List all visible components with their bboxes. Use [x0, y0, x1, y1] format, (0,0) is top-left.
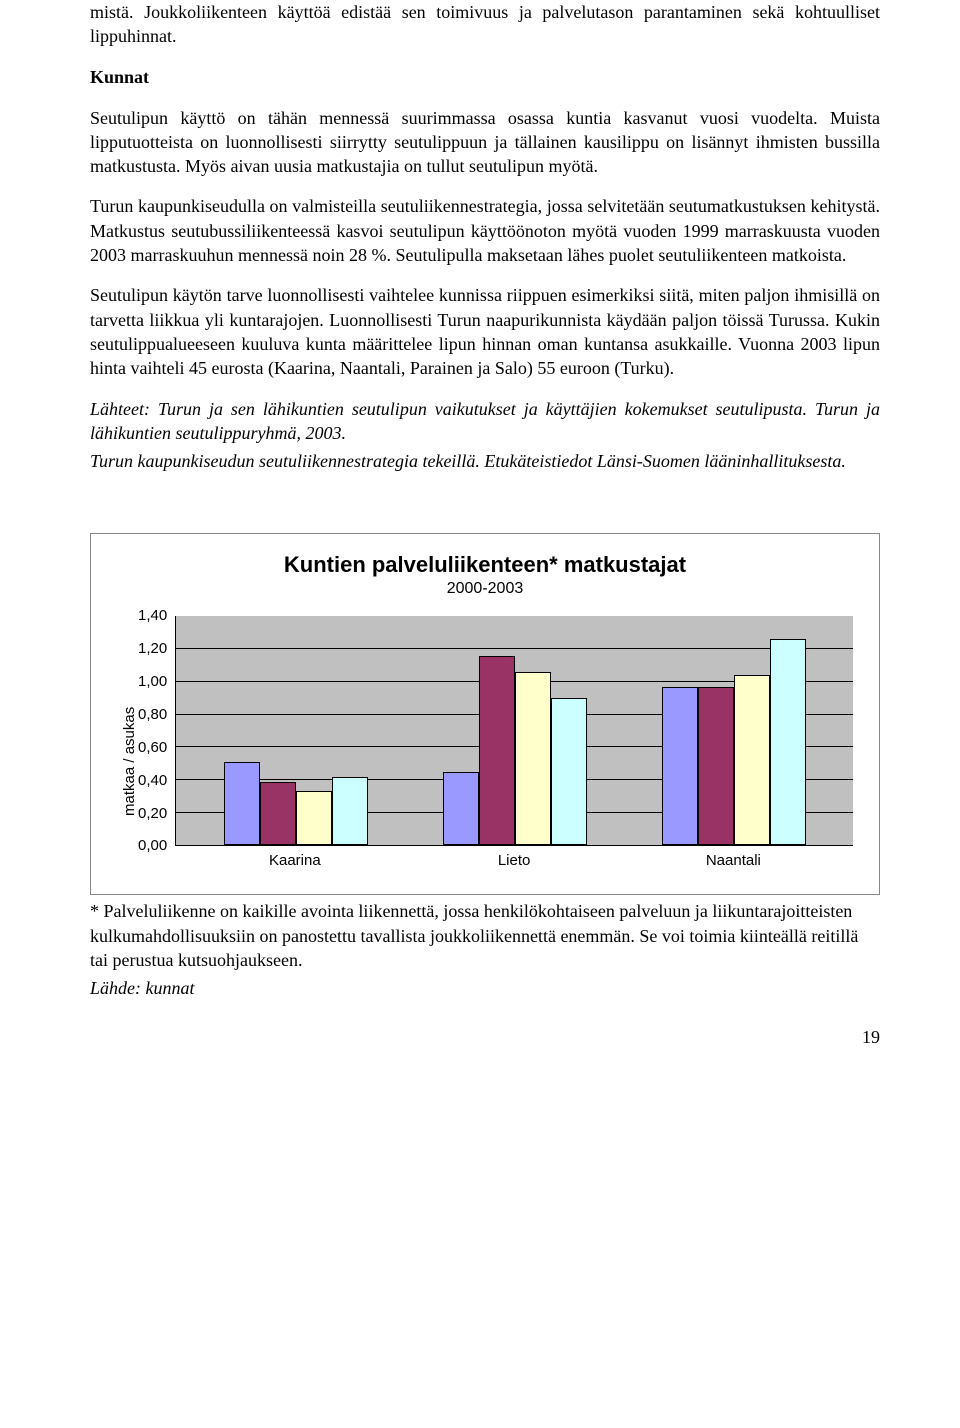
chart-y-axis-label: matkaa / asukas [117, 616, 138, 876]
chart-bar-group [662, 616, 806, 845]
chart-bar [332, 777, 368, 846]
heading-kunnat: Kunnat [90, 67, 880, 88]
chart-bar-group [224, 616, 368, 845]
paragraph: Seutulipun käyttö on tähän mennessä suur… [90, 106, 880, 179]
chart-source: Lähde: kunnat [90, 976, 880, 1000]
chart-x-label: Naantali [661, 852, 805, 876]
chart-subtitle: 2000-2003 [117, 580, 853, 598]
paragraph: Turun kaupunkiseudulla on valmisteilla s… [90, 194, 880, 267]
chart-bar [734, 675, 770, 845]
chart-plot [175, 616, 853, 846]
chart-bar [479, 656, 515, 846]
chart-bar [515, 672, 551, 845]
chart-bar [224, 762, 260, 845]
source-paragraph: Turun kaupunkiseudun seutuliikennestrate… [90, 449, 880, 473]
chart-bar [260, 782, 296, 846]
chart-y-ticks: 1,401,201,000,800,600,400,200,00 [138, 616, 175, 876]
chart-bar-group [443, 616, 587, 845]
chart-x-labels: Kaarina Lieto Naantali [175, 846, 853, 876]
source-paragraph: Lähteet: Turun ja sen lähikuntien seutul… [90, 397, 880, 446]
chart-container: Kuntien palveluliikenteen* matkustajat 2… [90, 533, 880, 895]
page: mistä. Joukkoliikenteen käyttöä edistää … [0, 0, 960, 1088]
chart-x-label: Lieto [442, 852, 586, 876]
chart-title: Kuntien palveluliikenteen* matkustajat [117, 552, 853, 578]
chart-footnote: * Palveluliikenne on kaikille avointa li… [90, 899, 880, 972]
chart-bar [296, 791, 332, 845]
chart-x-label: Kaarina [223, 852, 367, 876]
chart-bar [770, 639, 806, 845]
chart-bar [662, 687, 698, 846]
chart-plot-column: Kaarina Lieto Naantali [175, 616, 853, 876]
chart-bar [551, 698, 587, 845]
paragraph: mistä. Joukkoliikenteen käyttöä edistää … [90, 0, 880, 49]
page-number: 19 [90, 1027, 880, 1048]
chart-area: matkaa / asukas 1,401,201,000,800,600,40… [117, 616, 853, 876]
chart-bar [443, 772, 479, 846]
paragraph: Seutulipun käytön tarve luonnollisesti v… [90, 283, 880, 380]
chart-bar [698, 687, 734, 846]
